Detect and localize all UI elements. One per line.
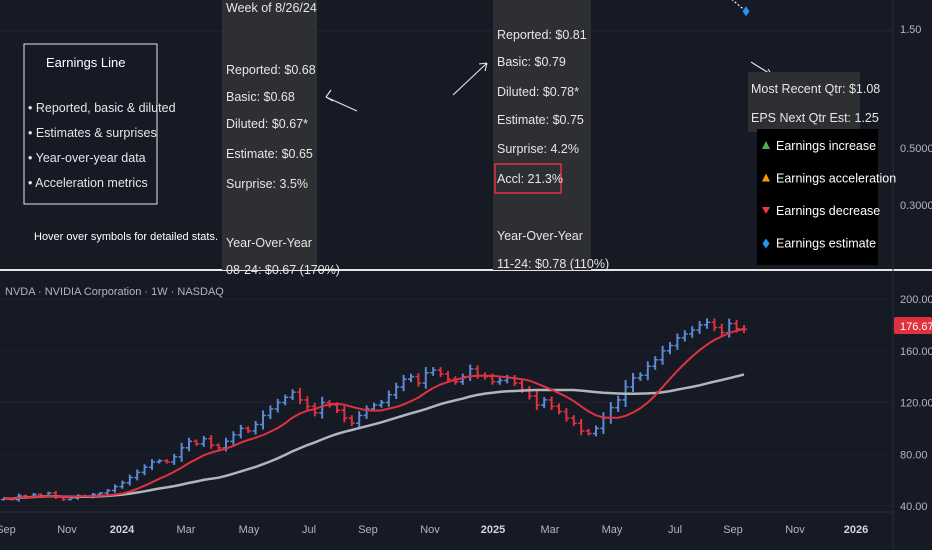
price-tick-label: 120.00	[900, 398, 932, 410]
info-box-title: Earnings Line	[46, 55, 126, 70]
earnings-line-group	[731, 0, 750, 17]
hover-hint: Hover over symbols for detailed stats.	[34, 231, 218, 243]
tooltip-q3-line: Surprise: 4.2%	[497, 142, 579, 156]
recent-quarter-bg	[748, 72, 860, 132]
legend-label: Earnings increase	[776, 139, 876, 153]
price-tick-label: 40.00	[900, 501, 928, 513]
slow-moving-average-line	[3, 373, 745, 501]
eps-grid	[0, 30, 893, 32]
time-tick-label: Jul	[668, 524, 682, 536]
info-box-line: • Year-over-year data	[28, 151, 146, 165]
price-tick-label: 80.00	[900, 449, 928, 461]
info-box-line: • Acceleration metrics	[28, 176, 148, 190]
time-tick-label: Nov	[785, 524, 805, 536]
tooltip-q3-line: Reported: $0.81	[497, 28, 587, 42]
info-box: Earnings Line • Reported, basic & dilute…	[23, 43, 176, 205]
tooltip-q3-line: Diluted: $0.78*	[497, 85, 579, 99]
tooltip-q2-line: Surprise: 3.5%	[226, 177, 308, 191]
time-tick-label: Mar	[541, 524, 560, 536]
tooltip-arrow	[452, 62, 488, 96]
legend-label: Earnings decrease	[776, 204, 880, 218]
acceleration-highlight	[494, 163, 562, 194]
eps-tick-label: 0.3000	[900, 200, 932, 212]
tooltip-q2-line: 08-24: $0.67 (170%)	[226, 263, 340, 277]
tooltip-q3-line: Basic: $0.79	[497, 55, 566, 69]
time-axis: Sep Nov 2024 Mar May Jul Sep Nov 2025 Mar May Jul Se…	[0, 524, 868, 536]
info-box-frame	[23, 43, 158, 205]
tooltip-q2-bg	[222, 0, 317, 270]
time-tick-label: Jul	[302, 524, 316, 536]
estimate-segment	[731, 0, 747, 12]
time-tick-label: 2025	[481, 524, 505, 536]
tooltip-q2-line: Diluted: $0.67*	[226, 117, 308, 131]
legend-symbol	[762, 141, 770, 149]
info-box-line: • Estimates & surprises	[28, 126, 157, 140]
tooltip-q3-line: Estimate: $0.75	[497, 113, 584, 127]
last-price-bg	[894, 317, 932, 334]
eps-tick-label: 1.50	[900, 24, 921, 36]
tooltip-q3-line: Accl: 21.3%	[497, 172, 563, 186]
eps-next-qtr-est: EPS Next Qtr Est: 1.25	[751, 111, 879, 125]
eps-tick-label: 0.5000	[900, 143, 932, 155]
tooltip-q2-line: Reported: $0.68	[226, 63, 316, 77]
last-price-badge: 176.67	[894, 317, 932, 334]
recent-quarter-box: Most Recent Qtr: $1.08 EPS Next Qtr Est:…	[748, 72, 880, 132]
tooltip-q2-line: Week of 8/26/24	[226, 1, 317, 15]
legend-symbol	[762, 173, 770, 182]
legend-symbol	[762, 207, 770, 214]
legend-label: Earnings estimate	[776, 237, 876, 251]
tooltip-q3-line: Year-Over-Year	[497, 229, 583, 243]
earnings-estimate-marker[interactable]	[742, 6, 750, 17]
time-tick-label: Nov	[420, 524, 440, 536]
time-tick-label: 2026	[844, 524, 868, 536]
time-tick-label: 2024	[110, 524, 135, 536]
tooltip-q3-line: 11-24: $0.78 (110%)	[497, 257, 609, 271]
tooltip-q3: Reported: $0.81 Basic: $0.79 Diluted: $0…	[493, 0, 609, 271]
price-tick-label: 200.00	[900, 294, 932, 306]
tooltip-q2-line: Estimate: $0.65	[226, 147, 313, 161]
most-recent-qtr: Most Recent Qtr: $1.08	[751, 82, 880, 96]
time-tick-label: Nov	[57, 524, 77, 536]
time-tick-label: Mar	[177, 524, 196, 536]
tooltip-q3-bg	[493, 0, 591, 270]
legend-label: Earnings acceleration	[776, 172, 896, 186]
symbol-title: NVDA · NVIDIA Corporation · 1W · NASDAQ	[5, 286, 224, 298]
time-tick-label: Sep	[358, 524, 378, 536]
price-axis: 200.00 160.00 120.00 80.00 40.00	[900, 294, 932, 513]
legend-bg	[757, 129, 878, 265]
earnings-legend: Earnings increase Earnings acceleration Ea…	[757, 129, 896, 265]
legend-symbol	[762, 238, 770, 249]
tooltip-q2: Week of 8/26/24 Reported: $0.68 Basic: $…	[222, 0, 340, 277]
time-tick-label: Sep	[723, 524, 743, 536]
info-box-line: • Reported, basic & diluted	[28, 101, 176, 115]
tooltip-q2-line: Year-Over-Year	[226, 236, 312, 250]
fast-moving-average-line	[3, 328, 745, 500]
price-tick-label: 160.00	[900, 346, 932, 358]
time-tick-label: May	[602, 524, 623, 536]
time-tick-label: May	[239, 524, 260, 536]
time-tick-label: Sep	[0, 524, 16, 536]
last-price-label: 176.67	[900, 321, 932, 333]
tooltip-q2-line: Basic: $0.68	[226, 90, 295, 104]
tooltip-arrow	[325, 89, 358, 112]
